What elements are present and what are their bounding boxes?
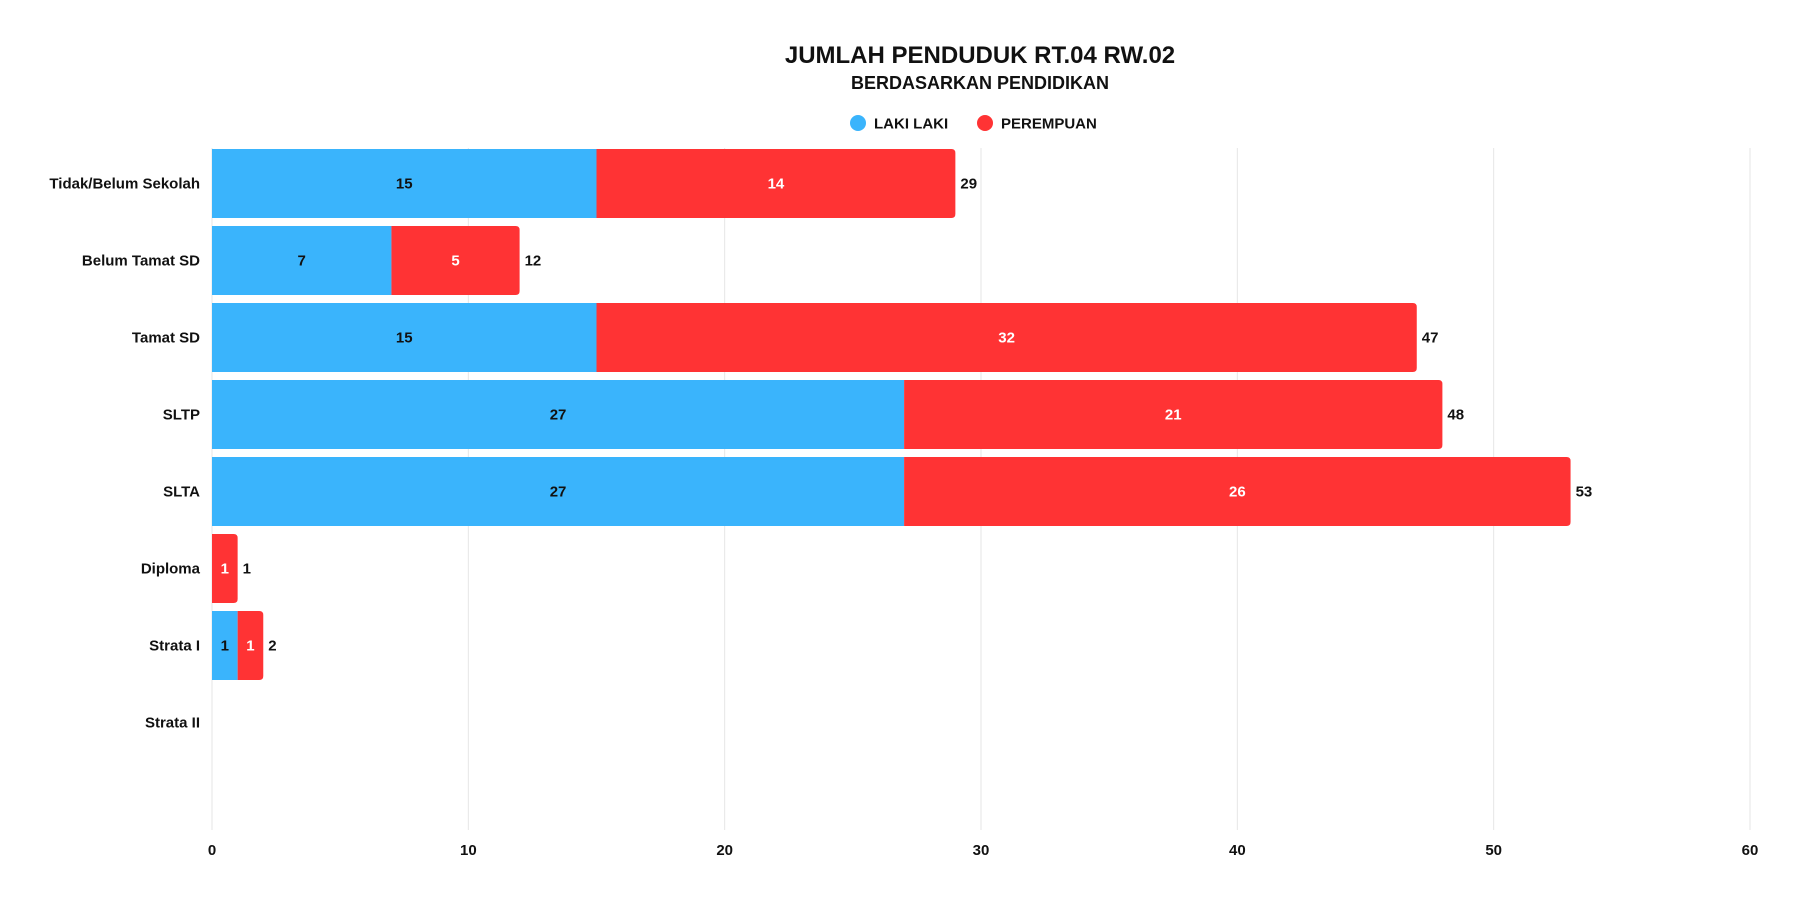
- bar-segment: [212, 149, 597, 218]
- category-label: SLTA: [163, 484, 200, 501]
- bar-value-label: 15: [396, 176, 413, 193]
- category-label: Belum Tamat SD: [82, 253, 200, 270]
- category-label: Strata II: [145, 715, 200, 732]
- x-tick-label: 40: [1229, 842, 1246, 859]
- bar-segment: [237, 611, 264, 680]
- bar-value-label: 21: [1165, 407, 1182, 424]
- legend-swatch: [977, 115, 993, 131]
- bar-segment: [212, 226, 392, 295]
- legend-swatch: [850, 115, 866, 131]
- bar-total-label: 2: [268, 638, 276, 655]
- bar-total-label: 1: [243, 561, 251, 578]
- x-tick-label: 0: [208, 842, 216, 859]
- category-label: SLTP: [163, 407, 200, 424]
- chart-subtitle: BERDASARKAN PENDIDIKAN: [851, 73, 1109, 93]
- bar-value-label: 27: [550, 407, 567, 424]
- bar-segment: [212, 303, 597, 372]
- bar-segment: [212, 457, 905, 526]
- category-label: Tamat SD: [132, 330, 200, 347]
- legend-label: LAKI LAKI: [874, 116, 948, 133]
- bar-value-label: 1: [221, 638, 229, 655]
- x-tick-label: 30: [973, 842, 990, 859]
- bar-value-label: 27: [550, 484, 567, 501]
- x-tick-label: 60: [1742, 842, 1759, 859]
- category-label: Diploma: [141, 561, 201, 578]
- bar-value-label: 5: [451, 253, 459, 270]
- bar-segment: [391, 226, 520, 295]
- bar-value-label: 14: [768, 176, 785, 193]
- bar-segment: [212, 380, 905, 449]
- bar-total-label: 47: [1422, 330, 1439, 347]
- bar-segment: [212, 534, 238, 603]
- bar-value-label: 15: [396, 330, 413, 347]
- legend-item: PEREMPUAN: [977, 115, 1097, 133]
- bar-value-label: 32: [998, 330, 1015, 347]
- chart-legend: LAKI LAKI PEREMPUAN: [850, 115, 1097, 133]
- category-axis: Tidak/Belum Sekolah Belum Tamat SD Tamat S…: [49, 176, 200, 732]
- x-tick-label: 50: [1485, 842, 1502, 859]
- bar-value-label: 26: [1229, 484, 1246, 501]
- bar-segment: [904, 457, 1571, 526]
- chart-title: JUMLAH PENDUDUK RT.04 RW.02: [785, 42, 1175, 69]
- bar-total-label: 48: [1447, 407, 1464, 424]
- bar-value-label: 1: [221, 561, 229, 578]
- category-label: Strata I: [149, 638, 200, 655]
- bar-total-label: 53: [1576, 484, 1593, 501]
- x-tick-label: 10: [460, 842, 477, 859]
- bar-value-label: 7: [298, 253, 306, 270]
- value-axis: 0 10 20 30 40 50 60: [208, 842, 1759, 859]
- bar-segment: [596, 149, 956, 218]
- bar-total-label: 29: [960, 176, 977, 193]
- legend-item: LAKI LAKI: [850, 115, 948, 133]
- bar-segment: [596, 303, 1417, 372]
- bar-total-label: 12: [525, 253, 542, 270]
- bar-segment: [904, 380, 1443, 449]
- x-tick-label: 20: [716, 842, 733, 859]
- bar-segment: [212, 611, 238, 680]
- bar-value-label: 1: [246, 638, 254, 655]
- legend-label: PEREMPUAN: [1001, 116, 1097, 133]
- category-label: Tidak/Belum Sekolah: [49, 176, 200, 193]
